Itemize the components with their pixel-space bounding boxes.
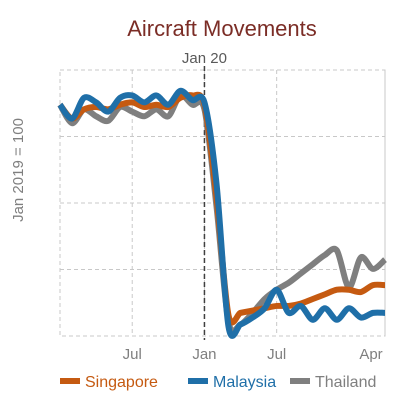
x-tick-label: Jan — [192, 346, 216, 363]
series-lines — [57, 87, 388, 339]
legend-label-singapore: Singapore — [85, 374, 158, 391]
chart-title: Aircraft Movements — [127, 16, 317, 41]
x-tick-label: Apr — [359, 346, 382, 363]
series-line-malaysia — [57, 87, 386, 339]
y-axis-title: Jan 2019 = 100 — [10, 118, 27, 222]
x-tick-label: Jul — [123, 346, 142, 363]
legend: Singapore Malaysia Thailand — [60, 374, 376, 391]
annotation: Jan 20 — [182, 50, 227, 340]
annotation-label: Jan 20 — [182, 50, 227, 67]
legend-label-malaysia: Malaysia — [213, 374, 276, 391]
x-axis: Jul Jan Jul Apr — [123, 346, 383, 363]
x-tick-label: Jul — [267, 346, 286, 363]
legend-label-thailand: Thailand — [315, 374, 376, 391]
